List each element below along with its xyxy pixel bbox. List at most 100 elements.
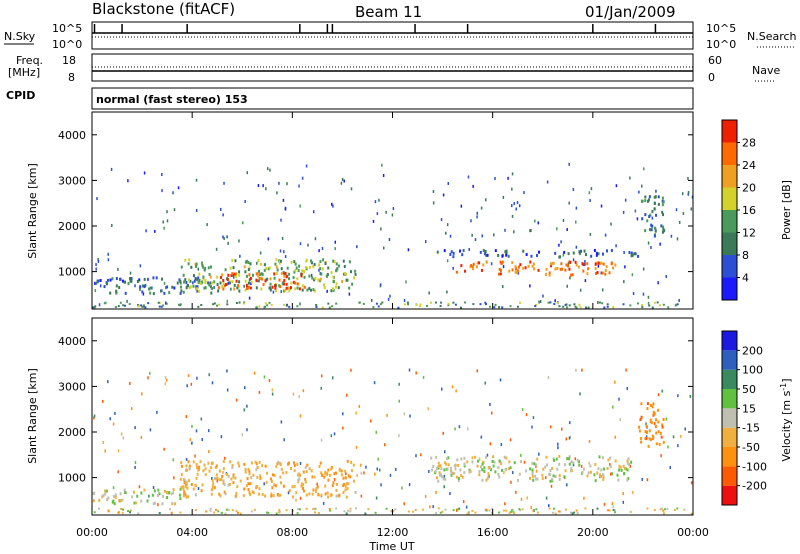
echo-cell [287, 461, 290, 465]
ground-cell [587, 306, 590, 309]
echo-cell [283, 273, 286, 277]
echo-cell [203, 463, 206, 467]
scatter-cell [500, 443, 503, 447]
echo-cell [572, 251, 575, 255]
echo-cell [348, 286, 351, 290]
echo-cell [532, 262, 535, 266]
ground-cell [377, 305, 380, 308]
echo-cell [323, 475, 326, 479]
echo-cell [149, 291, 152, 295]
scatter-cell [129, 271, 132, 275]
echo-cell [563, 250, 566, 254]
echo-cell [292, 280, 295, 284]
echo-cell [244, 467, 247, 471]
echo-cell [485, 478, 488, 482]
scatter-cell [127, 179, 129, 183]
echo-cell [285, 282, 288, 286]
echo-cell [274, 289, 277, 293]
echo-cell [628, 251, 631, 255]
y-tick-label: 4000 [58, 335, 86, 348]
scatter-cell [97, 257, 99, 261]
x-tick-label: 08:00 [276, 526, 308, 539]
echo-cell [652, 402, 655, 406]
echo-cell [251, 273, 254, 277]
echo-cell [216, 275, 219, 279]
echo-cell [301, 482, 304, 486]
scatter-cell [575, 220, 577, 224]
ground-cell [397, 306, 400, 309]
echo-cell [347, 474, 350, 478]
echo-cell [598, 473, 601, 477]
scatter-cell [568, 162, 570, 166]
echo-cell [583, 249, 586, 253]
echo-cell [444, 461, 447, 465]
scatter-cell [556, 227, 558, 231]
ground-cell [519, 301, 522, 304]
echo-cell [228, 482, 231, 486]
scatter-cell [521, 408, 524, 412]
scatter-cell [343, 179, 345, 183]
ground-cell [298, 508, 301, 511]
scatter-cell [690, 207, 693, 211]
echo-cell [208, 272, 211, 276]
scatter-cell [398, 433, 400, 437]
echo-cell [247, 261, 250, 265]
scatter-cell [107, 258, 110, 262]
echo-cell [662, 213, 665, 217]
echo-cell [293, 464, 296, 468]
echo-cell [596, 271, 599, 275]
echo-cell [600, 261, 603, 265]
echo-cell [265, 266, 268, 270]
echo-cell [210, 492, 213, 496]
ground-cell [407, 510, 410, 513]
echo-cell [134, 501, 137, 505]
echo-cell [464, 269, 467, 273]
echo-cell [279, 463, 282, 467]
y-tick-label: 2000 [58, 220, 86, 233]
echo-cell [644, 195, 647, 199]
scatter-cell [122, 436, 125, 440]
echo-cell [227, 474, 230, 478]
scatter-cell [378, 468, 381, 472]
scatter-cell [558, 243, 560, 247]
ground-cell [662, 509, 665, 512]
echo-cell [210, 287, 213, 291]
scatter-cell [515, 207, 518, 211]
echo-cell [250, 280, 253, 284]
scatter-cell [284, 207, 287, 211]
echo-cell [653, 195, 656, 199]
scatter-cell [333, 432, 336, 436]
echo-cell [294, 269, 297, 273]
echo-cell [660, 224, 663, 228]
echo-cell [247, 281, 250, 285]
ground-cell [498, 306, 501, 309]
echo-cell [102, 494, 105, 498]
scatter-cell [227, 241, 229, 245]
scatter-cell [529, 229, 531, 233]
scatter-cell [484, 381, 487, 385]
echo-cell [182, 478, 185, 482]
echo-cell [329, 493, 332, 497]
echo-cell [650, 223, 653, 227]
echo-cell [265, 480, 268, 484]
scatter-cell [670, 234, 673, 238]
echo-cell [327, 478, 330, 482]
scatter-cell [590, 187, 593, 191]
echo-cell [605, 265, 608, 269]
echo-cell [182, 290, 185, 294]
echo-cell [654, 418, 657, 422]
scatter-cell [238, 239, 240, 243]
echo-cell [104, 489, 107, 493]
echo-cell [438, 473, 441, 477]
echo-cell [610, 248, 613, 252]
scatter-cell [307, 243, 309, 247]
scatter-cell [676, 237, 679, 241]
scatter-cell [562, 218, 565, 222]
echo-cell [200, 489, 203, 493]
echo-cell [529, 467, 532, 471]
scatter-cell [520, 497, 523, 501]
scatter-cell [165, 378, 168, 382]
echo-cell [582, 269, 585, 273]
echo-cell [623, 467, 626, 471]
scatter-cell [299, 461, 302, 465]
